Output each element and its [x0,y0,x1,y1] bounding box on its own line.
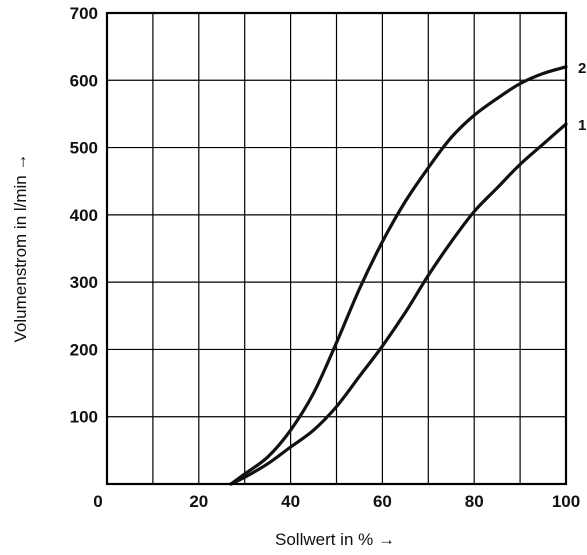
series-line-2 [229,65,568,486]
y-tick-label: 200 [70,340,98,359]
y-tick-label: 300 [70,273,98,292]
series-label-2: 2 [578,60,586,77]
y-axis-title: Volumenstrom in l/min → [11,154,30,343]
y-tick-label: 100 [70,408,98,427]
x-tick-labels: 0 20 40 60 80 100 [93,492,580,511]
y-tick-label: 600 [70,71,98,90]
series-label-1: 1 [578,117,586,134]
y-tick-label: 500 [70,139,98,158]
x-tick-label: 60 [373,492,392,511]
y-tick-label: 700 [70,4,98,23]
plot-frame [105,11,568,486]
series-line-1 [229,122,568,486]
x-axis-title: Sollwert in % → [275,530,395,549]
x-tick-label: 0 [93,492,102,511]
y-tick-label: 400 [70,206,98,225]
x-tick-label: 40 [281,492,300,511]
x-tick-label: 100 [552,492,580,511]
grid [107,13,566,484]
x-tick-label: 20 [189,492,208,511]
series-labels: 21 [578,60,586,134]
curves [229,65,568,486]
y-tick-labels: 100 200 300 400 500 600 700 [70,4,98,427]
x-tick-label: 80 [465,492,484,511]
